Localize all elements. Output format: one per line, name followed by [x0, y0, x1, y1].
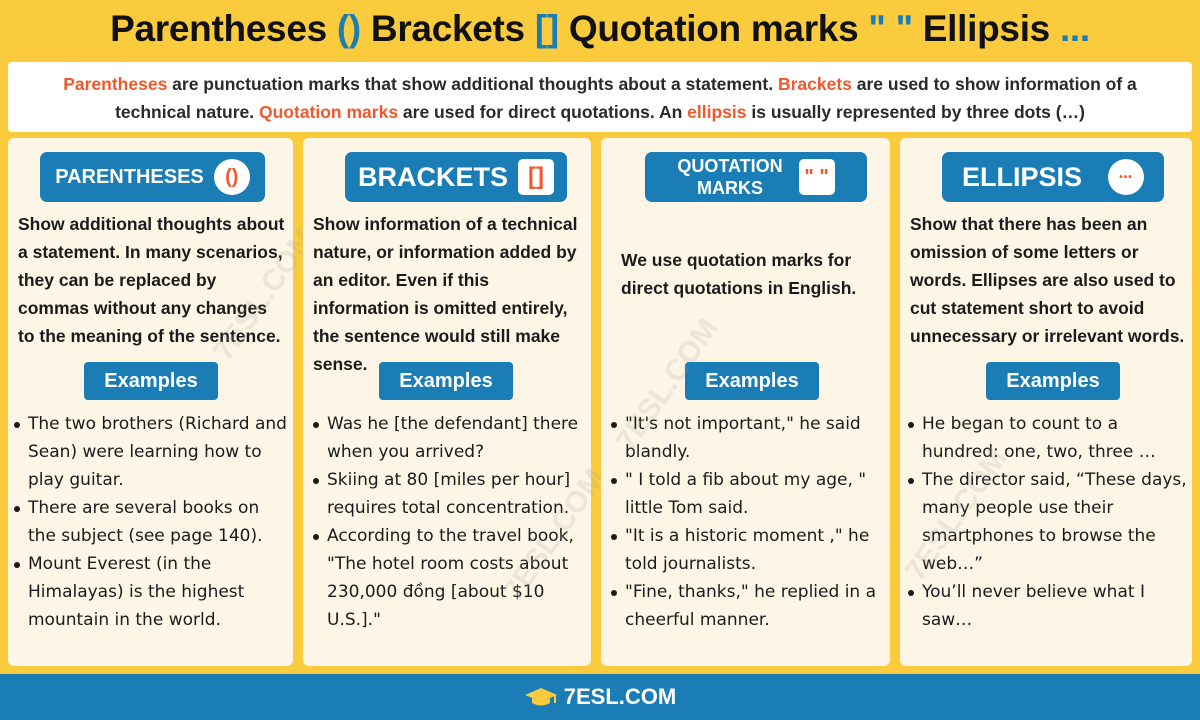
parentheses-examples-heading: Examples	[84, 362, 218, 400]
title-brackets: Brackets	[370, 8, 525, 49]
ellipsis-header: ELLIPSIS •••	[942, 152, 1164, 202]
quotation-marks-examples-heading: Examples	[685, 362, 819, 400]
brackets-label: BRACKETS	[357, 161, 508, 192]
list-item: You’ll never believe what I saw…	[906, 578, 1188, 634]
ellipsis-description: Show that there has been an omission of …	[910, 214, 1185, 346]
parentheses-description: Show additional thoughts about a stateme…	[18, 214, 285, 346]
parentheses-icon: ()	[213, 159, 250, 195]
list-item: He began to count to a hundred: one, two…	[906, 410, 1188, 466]
list-item: "It's not important," he said blandly.	[609, 410, 886, 466]
title-quotation-symbol: " "	[868, 8, 913, 49]
logo-text: 7ESL.COM	[563, 684, 677, 709]
quotation-marks-label-line2: MARKS	[696, 178, 763, 198]
list-item: The director said, “These days, many peo…	[906, 466, 1188, 578]
quotation-marks-label: QUOTATION MARKS	[677, 155, 782, 199]
quotation-marks-card: QUOTATION MARKS " " We use quotation mar…	[601, 138, 890, 666]
brackets-description: Show information of a technical nature, …	[313, 214, 578, 374]
intro-term-parentheses: Parentheses	[63, 74, 168, 94]
ellipsis-examples-list: He began to count to a hundred: one, two…	[906, 410, 1188, 634]
brackets-examples-heading: Examples	[379, 362, 513, 400]
ellipsis-examples-heading: Examples	[986, 362, 1120, 400]
title-ellipsis: Ellipsis	[922, 8, 1050, 49]
intro-term-quotation-marks: Quotation marks	[259, 102, 399, 122]
title-quotation-marks: Quotation marks	[568, 8, 859, 49]
title-ellipsis-symbol: ...	[1059, 8, 1090, 49]
intro-paragraph: Parentheses are punctuation marks that s…	[8, 62, 1192, 132]
list-item: " I told a fib about my age, " little To…	[609, 466, 886, 522]
quotation-marks-header: QUOTATION MARKS " "	[645, 152, 867, 202]
list-item: According to the travel book, "The hotel…	[311, 522, 587, 634]
intro-text-1: are punctuation marks that show addition…	[167, 74, 778, 94]
list-item: Mount Everest (in the Himalayas) is the …	[12, 550, 289, 634]
graduation-cap-icon	[524, 688, 557, 706]
brackets-icon: []	[518, 159, 554, 195]
brackets-examples-list: Was he [the defendant] there when you ar…	[311, 410, 587, 634]
title-parentheses-symbol: ()	[336, 8, 361, 49]
quotation-marks-icon: " "	[798, 159, 835, 195]
list-item: "Fine, thanks," he replied in a cheerful…	[609, 578, 886, 634]
quotation-marks-label-line1: QUOTATION	[677, 156, 783, 176]
intro-text-3: are used for direct quotations. An	[398, 102, 688, 122]
quotation-marks-description: We use quotation marks for direct quotat…	[621, 250, 857, 298]
intro-term-ellipsis: ellipsis	[687, 102, 747, 122]
parentheses-label: PARENTHESES	[55, 165, 204, 188]
page-title: Parentheses () Brackets [] Quotation mar…	[0, 8, 1200, 58]
title-brackets-symbol: []	[534, 8, 559, 49]
brackets-header: BRACKETS []	[345, 152, 567, 202]
ellipsis-label: ELLIPSIS	[961, 161, 1083, 192]
ellipsis-card: ELLIPSIS ••• Show that there has been an…	[899, 138, 1192, 666]
list-item: The two brothers (Richard and Sean) were…	[12, 410, 289, 494]
brand-logo: 7ESL.COM	[524, 684, 676, 710]
intro-text-2: are used to show information of a techni…	[115, 74, 1137, 122]
quotation-marks-examples-list: "It's not important," he said blandly. "…	[609, 410, 886, 634]
brackets-card: BRACKETS [] Show information of a techni…	[303, 138, 612, 666]
parentheses-card: PARENTHESES () Show additional thoughts …	[8, 138, 322, 666]
ellipsis-icon: •••	[1108, 159, 1145, 195]
list-item: Was he [the defendant] there when you ar…	[311, 410, 587, 466]
list-item: There are several books on the subject (…	[12, 494, 289, 550]
footer: 7ESL.COM	[0, 674, 1200, 720]
parentheses-header: PARENTHESES ()	[40, 152, 265, 202]
title-parentheses: Parentheses	[110, 8, 327, 49]
list-item: Skiing at 80 [miles per hour] requires t…	[311, 466, 587, 522]
intro-text-4: is usually represented by three dots (…)	[746, 102, 1085, 122]
list-item: "It is a historic moment ," he told jour…	[609, 522, 886, 578]
parentheses-examples-list: The two brothers (Richard and Sean) were…	[12, 410, 289, 634]
intro-term-brackets: Brackets	[777, 74, 852, 94]
